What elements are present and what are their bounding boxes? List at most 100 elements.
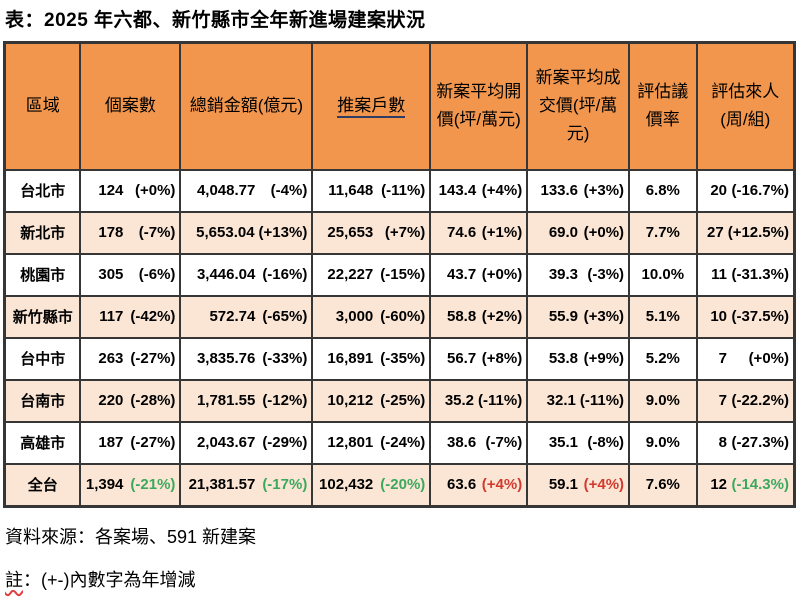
value: 7 xyxy=(718,350,727,367)
value-cell: 12 (-14.3%) xyxy=(695,462,796,507)
column-label: 新案平均成交價(坪/萬元) xyxy=(535,68,621,144)
value-cell: 74.6 (+1%) xyxy=(429,210,529,255)
value-cell: 3,835.76 (-33%) xyxy=(179,336,314,381)
value-cell: 7.6% xyxy=(628,462,698,507)
value: 69.0 xyxy=(548,224,579,241)
value-cell: 5.2% xyxy=(628,336,698,381)
yoy-change: (-4%) xyxy=(270,182,308,199)
column-header: 總銷金額(億元) xyxy=(179,41,314,171)
value: 11 xyxy=(711,266,727,283)
yoy-change: (-16%) xyxy=(262,266,308,283)
yoy-change: (-22.2%) xyxy=(731,392,789,409)
value: 143.4 xyxy=(438,182,477,199)
value: 3,446.04 xyxy=(196,266,256,283)
value: 12 xyxy=(710,476,727,493)
value-cell: 7.7% xyxy=(628,210,698,255)
table-row: 台南市 220 (-28%) 1,781.55 (-12%) 10,212 (-25%) 35… xyxy=(3,378,796,423)
yoy-change: (-28%) xyxy=(130,392,176,409)
source-note: 資料來源：各案場、591 新建案 xyxy=(5,526,257,547)
region-cell: 桃園市 xyxy=(3,252,82,297)
value-cell: 32.1 (-11%) xyxy=(526,378,631,423)
column-label: 評估議價率 xyxy=(637,82,689,130)
value-cell: 2,043.67 (-29%) xyxy=(179,420,314,465)
value-cell: 16,891 (-35%) xyxy=(311,336,432,381)
yoy-change: (+9%) xyxy=(583,350,625,367)
table-row: 新竹縣市 117 (-42%) 572.74 (-65%) 3,000 (-60%) 58.8… xyxy=(3,294,796,339)
region-cell: 台南市 xyxy=(3,378,82,423)
value-cell: 11 (-31.3%) xyxy=(695,252,796,297)
value: 2,043.67 xyxy=(196,434,256,451)
value: 305 xyxy=(98,266,124,283)
yoy-change: (-33%) xyxy=(262,350,308,367)
yoy-change: (-27%) xyxy=(130,434,176,451)
value-cell: 69.0 (+0%) xyxy=(526,210,631,255)
value-cell: 11,648 (-11%) xyxy=(311,168,432,213)
value-cell: 10.0% xyxy=(628,252,698,297)
value: 3,000 xyxy=(335,308,374,325)
yoy-change: (-21%) xyxy=(130,476,176,493)
value-cell: 178 (-7%) xyxy=(79,210,182,255)
value: 39.3 xyxy=(548,266,579,283)
table-row: 台北市 124 (+0%) 4,048.77 (-4%) 11,648 (-11%) 143.… xyxy=(3,168,796,213)
column-header: 區域 xyxy=(3,41,82,171)
table-row: 台中市 263 (-27%) 3,835.76 (-33%) 16,891 (-35%) 56… xyxy=(3,336,796,381)
value-cell: 53.8 (+9%) xyxy=(526,336,631,381)
value: 8 xyxy=(718,434,727,451)
footnote-head: 註 xyxy=(5,569,23,590)
yoy-change: (-20%) xyxy=(380,476,426,493)
yoy-change: (-12%) xyxy=(262,392,308,409)
value: 25,653 xyxy=(327,224,374,241)
value-cell: 55.9 (+3%) xyxy=(526,294,631,339)
value-cell: 59.1 (+4%) xyxy=(526,462,631,507)
value: 102,432 xyxy=(319,476,374,493)
value-cell: 7 (+0%) xyxy=(695,336,796,381)
value: 263 xyxy=(98,350,124,367)
value: 572.74 xyxy=(209,308,256,325)
value: 124 xyxy=(98,182,124,199)
yoy-change: (-11%) xyxy=(478,392,523,409)
value-cell: 572.74 (-65%) xyxy=(179,294,314,339)
value: 3,835.76 xyxy=(196,350,256,367)
yoy-change: (+4%) xyxy=(481,476,523,493)
value: 220 xyxy=(98,392,124,409)
value-cell: 39.3 (-3%) xyxy=(526,252,631,297)
yoy-change: (-8%) xyxy=(587,434,625,451)
value-cell: 187 (-27%) xyxy=(79,420,182,465)
yoy-change: (+4%) xyxy=(481,182,523,199)
value: 55.9 xyxy=(548,308,579,325)
value: 7 xyxy=(718,392,727,409)
yoy-change: (+1%) xyxy=(481,224,523,241)
value-cell: 117 (-42%) xyxy=(79,294,182,339)
value-cell: 102,432 (-20%) xyxy=(311,462,432,507)
value-cell: 124 (+0%) xyxy=(79,168,182,213)
region-cell: 高雄市 xyxy=(3,420,82,465)
value-cell: 6.8% xyxy=(628,168,698,213)
value-cell: 25,653 (+7%) xyxy=(311,210,432,255)
value: 187 xyxy=(98,434,124,451)
value-cell: 1,781.55 (-12%) xyxy=(179,378,314,423)
table-row: 新北市 178 (-7%) 5,653.04 (+13%) 25,653 (+7%) 74.6… xyxy=(3,210,796,255)
yoy-change: (-35%) xyxy=(380,350,426,367)
column-header: 新案平均成交價(坪/萬元) xyxy=(526,41,631,171)
value-cell: 38.6 (-7%) xyxy=(429,420,529,465)
footnote-rest: ：(+-)內數字為年增減 xyxy=(23,569,196,590)
value-cell: 4,048.77 (-4%) xyxy=(179,168,314,213)
value: 22,227 xyxy=(327,266,374,283)
column-label-underlined: 推案戶數 xyxy=(337,96,406,119)
yoy-change: (-27%) xyxy=(130,350,176,367)
yoy-change: (-16.7%) xyxy=(731,182,789,199)
value-cell: 20 (-16.7%) xyxy=(695,168,796,213)
region-cell: 台北市 xyxy=(3,168,82,213)
region-cell: 全台 xyxy=(3,462,82,507)
value-cell: 56.7 (+8%) xyxy=(429,336,529,381)
value: 178 xyxy=(98,224,124,241)
value: 117 xyxy=(99,308,124,325)
value-cell: 10 (-37.5%) xyxy=(695,294,796,339)
yoy-change: (-7%) xyxy=(138,224,176,241)
yoy-change: (+4%) xyxy=(583,476,625,493)
yoy-change: (-31.3%) xyxy=(731,266,789,283)
column-label: 個案數 xyxy=(104,96,156,116)
yoy-change: (+0%) xyxy=(748,350,789,367)
value-cell: 305 (-6%) xyxy=(79,252,182,297)
